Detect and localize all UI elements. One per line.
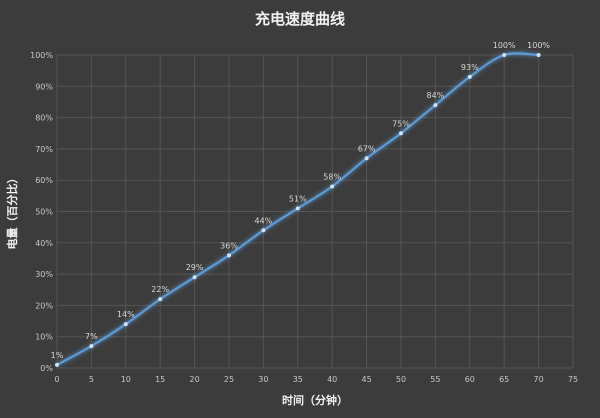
x-tick-label: 55 [430, 375, 440, 384]
data-point [467, 74, 472, 79]
x-tick-label: 0 [54, 375, 59, 384]
data-point [158, 297, 163, 302]
y-tick-label: 80% [35, 114, 53, 123]
x-tick-label: 15 [155, 375, 165, 384]
chart-title: 充电速度曲线 [255, 10, 345, 28]
data-label: 67% [358, 144, 376, 153]
data-point [123, 322, 128, 327]
x-tick-label: 75 [568, 375, 578, 384]
data-label: 84% [427, 91, 445, 100]
data-point [330, 184, 335, 189]
y-tick-label: 50% [35, 208, 53, 217]
data-point [364, 156, 369, 161]
data-label: 14% [117, 310, 135, 319]
x-tick-label: 65 [499, 375, 509, 384]
data-point [261, 228, 266, 233]
data-point [502, 53, 507, 57]
data-point [89, 344, 94, 349]
x-tick-label: 40 [327, 375, 337, 384]
x-tick-label: 70 [534, 375, 544, 384]
data-label: 93% [461, 63, 479, 72]
x-tick-label: 60 [465, 375, 475, 384]
x-tick-label: 45 [362, 375, 372, 384]
data-labels: 1% 7% 14% 22% 29% 36% 44% 51% 58% 67% 75% 84% 93% 100… [51, 41, 551, 360]
x-axis-title: 时间（分钟） [282, 393, 348, 407]
y-tick-label: 30% [35, 270, 53, 279]
grid-lines [56, 54, 574, 369]
data-label: 100% [493, 41, 516, 50]
data-label: 44% [255, 216, 273, 225]
data-label: 100% [527, 41, 550, 50]
data-label: 75% [392, 119, 410, 128]
x-tick-label: 20 [190, 375, 200, 384]
y-axis-title: 电量（百分比） [5, 173, 19, 250]
y-tick-label: 40% [35, 239, 53, 248]
y-tick-label: 60% [35, 176, 53, 185]
data-label: 58% [323, 172, 341, 181]
data-label: 29% [186, 263, 204, 272]
data-label: 51% [289, 194, 307, 203]
series-layer [55, 52, 541, 367]
y-tick-label: 90% [35, 82, 53, 91]
axis-ticks: 0% 10% 20% 30% 40% 50% 60% 70% 80% 90% 100% 0 5 10 15 2… [30, 51, 578, 384]
data-point [295, 206, 300, 211]
data-point [433, 103, 438, 108]
data-label: 22% [151, 285, 169, 294]
data-point [192, 275, 197, 280]
y-tick-label: 70% [35, 145, 53, 154]
x-tick-label: 25 [224, 375, 234, 384]
y-tick-label: 100% [30, 51, 53, 60]
x-tick-label: 30 [258, 375, 268, 384]
data-label: 1% [51, 351, 64, 360]
y-tick-label: 20% [35, 301, 53, 310]
data-point [55, 362, 59, 367]
data-label: 7% [85, 332, 98, 341]
x-tick-label: 50 [396, 375, 406, 384]
data-point [399, 131, 403, 136]
y-tick-label: 0% [40, 364, 53, 373]
data-point [536, 53, 541, 57]
x-tick-label: 5 [89, 375, 94, 384]
data-point [227, 253, 231, 258]
data-label: 36% [220, 241, 238, 250]
y-tick-label: 10% [35, 333, 53, 342]
x-tick-label: 35 [293, 375, 303, 384]
x-tick-label: 10 [121, 375, 131, 384]
